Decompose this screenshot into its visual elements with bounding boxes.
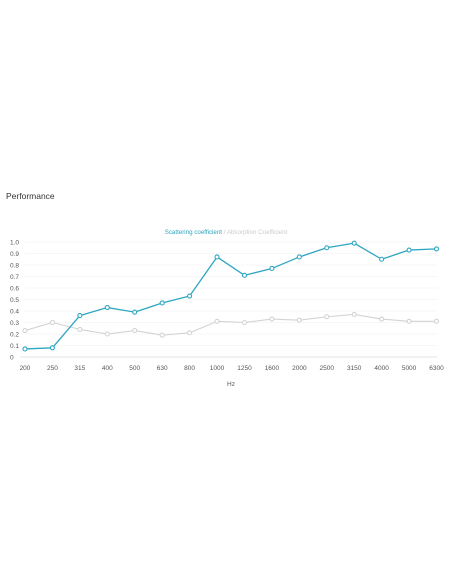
data-point-absorption[interactable] bbox=[214, 318, 220, 324]
y-tick-label: 0.8 bbox=[10, 262, 19, 269]
y-tick-label: 0.3 bbox=[10, 320, 19, 327]
y-tick-label: 0.6 bbox=[10, 285, 19, 292]
data-point-scattering[interactable] bbox=[241, 272, 248, 278]
data-point-scattering[interactable] bbox=[132, 309, 138, 315]
data-point-scattering[interactable] bbox=[269, 265, 275, 272]
x-axis: 200 250 315 400 500 630 800 1000 1250 1600 2000 250… bbox=[20, 356, 444, 372]
y-tick-label: 0.2 bbox=[10, 331, 19, 338]
data-point-scattering[interactable] bbox=[104, 305, 110, 311]
x-tick-label: 200 bbox=[20, 365, 31, 372]
y-tick-label: 0.1 bbox=[10, 343, 19, 350]
y-tick-label: 0.5 bbox=[10, 297, 19, 304]
data-point-absorption[interactable] bbox=[379, 316, 385, 322]
data-point-scattering[interactable] bbox=[406, 247, 412, 253]
x-tick-label: 1600 bbox=[265, 365, 280, 372]
series-line-scattering bbox=[24, 242, 437, 350]
y-tick-label: 1.0 bbox=[10, 239, 19, 246]
x-tick-label: 800 bbox=[184, 365, 195, 372]
data-point-absorption[interactable] bbox=[324, 314, 330, 320]
grid-lines bbox=[25, 241, 437, 346]
section-title: Performance bbox=[6, 191, 55, 201]
data-point-scattering[interactable] bbox=[187, 293, 193, 299]
x-tick-label: 1250 bbox=[237, 365, 252, 372]
data-point-absorption[interactable] bbox=[351, 311, 357, 317]
x-tick-label: 315 bbox=[74, 365, 85, 372]
x-tick-label: 5000 bbox=[402, 365, 417, 372]
y-tick-label: 0.7 bbox=[10, 274, 19, 281]
data-point-absorption[interactable] bbox=[132, 328, 138, 334]
data-point-absorption[interactable] bbox=[22, 328, 28, 334]
data-point-scattering[interactable] bbox=[214, 254, 220, 260]
data-point-scattering[interactable] bbox=[296, 254, 302, 260]
data-point-absorption[interactable] bbox=[159, 332, 165, 338]
chart-legend: Scattering coefficient / Absorption Coef… bbox=[0, 229, 452, 236]
series-line-absorption bbox=[24, 313, 437, 336]
series-absorption bbox=[22, 311, 440, 338]
x-tick-label: 400 bbox=[102, 365, 113, 372]
x-tick-label: 2500 bbox=[320, 365, 335, 372]
data-point-absorption[interactable] bbox=[187, 330, 193, 336]
data-point-absorption[interactable] bbox=[49, 319, 55, 326]
x-tick-label: 6300 bbox=[429, 365, 444, 372]
data-point-scattering[interactable] bbox=[159, 300, 165, 306]
legend-item-absorption[interactable]: Absorption Coefficient bbox=[226, 229, 288, 236]
data-point-scattering[interactable] bbox=[433, 246, 440, 252]
data-point-scattering[interactable] bbox=[351, 240, 357, 246]
data-point-scattering[interactable] bbox=[324, 245, 330, 251]
data-point-scattering[interactable] bbox=[77, 313, 83, 319]
x-tick-label: 4000 bbox=[374, 365, 389, 372]
data-point-absorption[interactable] bbox=[241, 319, 248, 326]
x-tick-label: 3150 bbox=[347, 365, 362, 372]
chart-container: Scattering coefficient / Absorption Coef… bbox=[0, 222, 452, 397]
x-axis-title: Hz bbox=[227, 381, 235, 388]
x-tick-label: 630 bbox=[157, 365, 168, 372]
y-tick-label: 0 bbox=[10, 354, 14, 361]
data-point-absorption[interactable] bbox=[77, 326, 83, 332]
series-scattering bbox=[22, 240, 440, 352]
data-point-absorption[interactable] bbox=[296, 317, 302, 323]
line-chart: 0 0.1 0.2 0.3 0.4 0.5 0.6 0.7 0.8 0.9 1.0 200 250 31… bbox=[10, 239, 444, 388]
data-point-absorption[interactable] bbox=[433, 318, 440, 324]
data-point-absorption[interactable] bbox=[104, 331, 110, 337]
data-point-scattering[interactable] bbox=[379, 256, 385, 262]
x-tick-label: 1000 bbox=[210, 365, 225, 372]
series-layer bbox=[22, 240, 440, 352]
data-point-scattering[interactable] bbox=[22, 346, 28, 352]
y-tick-label: 0.4 bbox=[10, 308, 19, 315]
legend-separator: / bbox=[222, 229, 227, 236]
data-point-absorption[interactable] bbox=[269, 316, 275, 322]
legend-item-scattering[interactable]: Scattering coefficient bbox=[164, 229, 223, 236]
y-tick-label: 0.9 bbox=[10, 251, 19, 258]
x-tick-label: 500 bbox=[129, 365, 140, 372]
x-tick-label: 2000 bbox=[292, 365, 307, 372]
data-point-scattering[interactable] bbox=[49, 345, 55, 351]
y-axis: 0 0.1 0.2 0.3 0.4 0.5 0.6 0.7 0.8 0.9 1.0 bbox=[10, 239, 19, 361]
data-point-absorption[interactable] bbox=[406, 318, 412, 324]
x-tick-label: 250 bbox=[47, 365, 58, 372]
